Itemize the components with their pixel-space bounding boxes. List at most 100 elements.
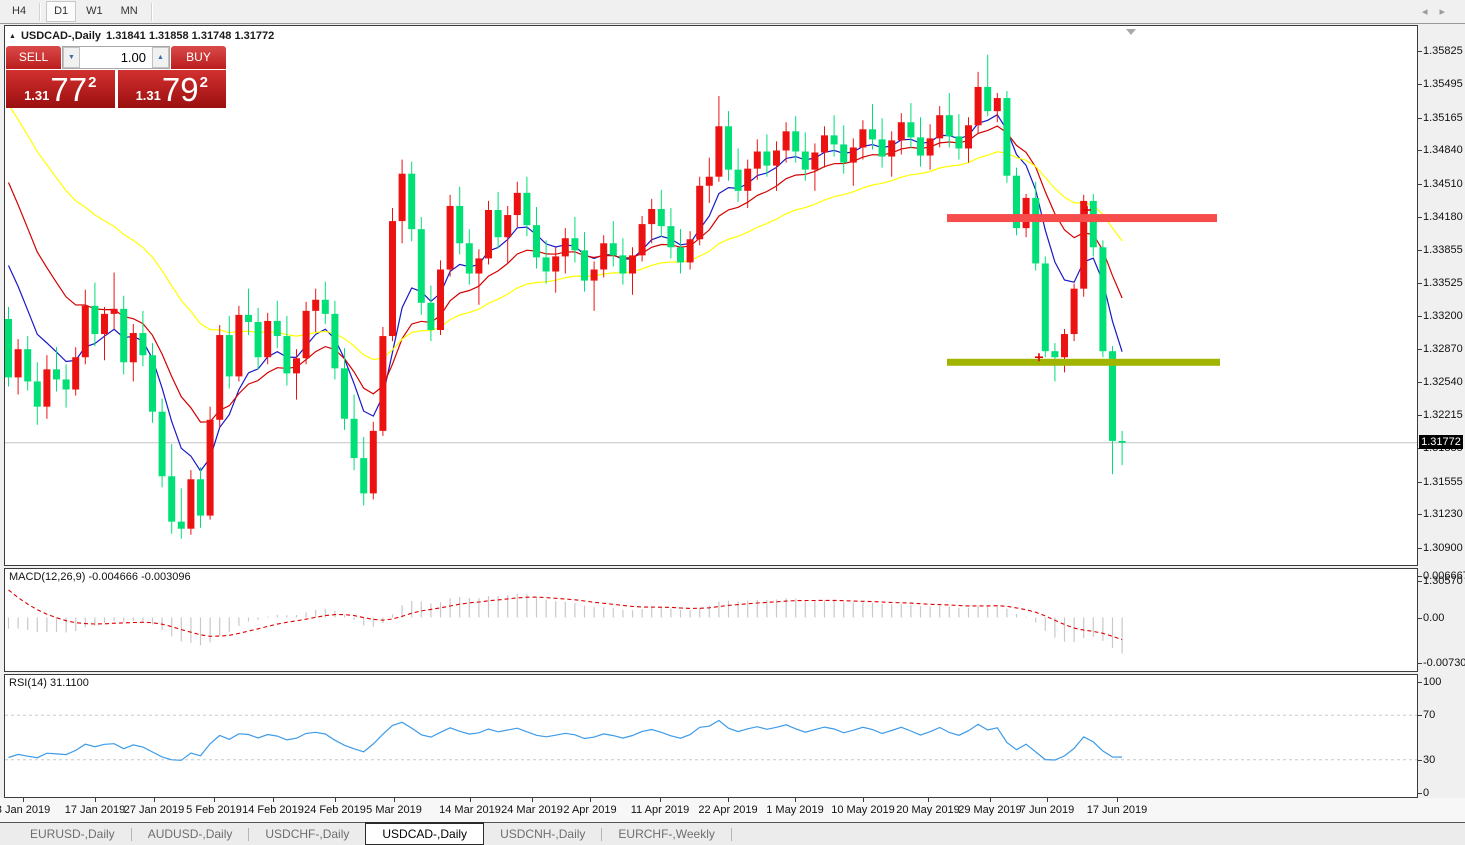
price-axis-label: 1.33525 [1423,276,1463,289]
date-axis-label: 24 Feb 2019 [304,804,366,816]
sell-button[interactable]: SELL [6,46,61,69]
price-axis-label: 1.32540 [1423,376,1463,389]
price-axis-tick [1418,547,1422,549]
price-axis-label: 1.31555 [1423,475,1463,488]
price-axis: 1.35825 1.35495 1.35165 1.34840 1.34510 1.341… [1418,25,1465,587]
date-axis[interactable]: 8 Jan 2019 17 Jan 2019 27 Jan 2019 5 Feb 20… [0,798,1465,822]
volume-input[interactable] [80,47,152,68]
price-axis-tick [1418,315,1422,317]
price-axis-tick [1418,580,1422,582]
resistance-line [947,214,1217,223]
macd-chart [7,589,1123,654]
price-axis-label: 1.35495 [1423,78,1463,91]
price-axis-tick [1418,282,1422,284]
date-axis-tick [394,798,395,802]
date-axis-tick [273,798,274,802]
price-axis-tick [1418,514,1422,516]
date-axis-label: 14 Feb 2019 [242,804,304,816]
macd-indicator-panel[interactable]: MACD(12,26,9) -0.004666 -0.003096 [4,568,1418,672]
timeframe-button-h4[interactable]: H4 [12,5,27,17]
timeframe-toolbar: H4 D1 W1 MN [0,0,1465,24]
date-axis-label: 5 Feb 2019 [186,804,242,816]
date-axis-tick [590,798,591,802]
chart-tab-usdcnh[interactable]: USDCNH-,Daily [500,827,586,841]
date-axis-tick [795,798,796,802]
rsi-line [8,719,1123,761]
tab-scroll-arrows[interactable]: ◂▸ [1422,5,1457,18]
chart-tab-usdchf[interactable]: USDCHF-,Daily [265,827,350,841]
date-axis-label: 5 Mar 2019 [366,804,422,816]
tab-separator [130,827,132,841]
date-axis-label: 10 May 2019 [831,804,895,816]
timeframe-button-w1[interactable]: W1 [86,5,103,17]
price-axis-label: 1.34840 [1423,144,1463,157]
chart-ohlc-values: 1.31841 1.31858 1.31748 1.31772 [106,30,275,42]
toolbar-separator [39,2,42,21]
tab-separator [601,827,603,841]
one-click-trading-panel: SELL ▼ ▲ BUY 1.31 77 2 1.31 79 2 [6,46,226,108]
price-axis-tick [1418,150,1422,152]
sell-quote-button[interactable]: 1.31 77 2 [6,70,115,108]
date-axis-label: 1 May 2019 [766,804,824,816]
date-axis-label: 29 May 2019 [958,804,1022,816]
sell-pips: 77 [50,71,88,108]
chart-title: ▲ USDCAD-,Daily 1.31841 1.31858 1.31748 … [9,30,274,42]
volume-decrease-button[interactable]: ▼ [63,47,80,68]
tab-scroll-right-icon[interactable]: ▸ [1439,6,1457,18]
chart-tab-eurusd[interactable]: EURUSD-,Daily [30,827,115,841]
rsi-axis-tick [1418,682,1422,683]
chart-tab-eurchf[interactable]: EURCHF-,Weekly [618,827,715,841]
date-axis-label: 11 Apr 2019 [630,804,690,816]
chart-tab-audusd[interactable]: AUDUSD-,Daily [147,827,233,841]
rsi-axis-label: 0 [1423,787,1430,799]
date-axis-label: 20 May 2019 [896,804,960,816]
date-axis-label: 14 Mar 2019 [439,804,501,816]
timeframe-button-d1[interactable]: D1 [46,1,77,22]
date-axis-tick [335,798,336,802]
date-axis-tick [928,798,929,802]
price-axis-label: 1.34180 [1423,210,1463,223]
macd-label: MACD(12,26,9) -0.004666 -0.003096 [9,571,191,583]
price-axis-tick [1418,415,1422,417]
macd-axis: 0.006667 0.00 -0.007308 [1418,568,1465,672]
tab-scroll-left-icon[interactable]: ◂ [1421,6,1440,18]
macd-axis-label: 0.006667 [1423,569,1465,582]
price-chart-panel[interactable] [4,25,1418,566]
buy-button[interactable]: BUY [171,46,226,69]
tab-separator [730,827,732,841]
rsi-indicator-panel[interactable]: RSI(14) 31.1100 [4,674,1418,798]
ma-fast [7,113,1123,472]
buy-quote-button[interactable]: 1.31 79 2 [117,70,226,108]
price-axis-label: 1.30900 [1423,541,1463,554]
date-axis-label: 17 Jun 2019 [1086,804,1148,816]
rsi-axis: 100 70 30 0 [1418,674,1465,799]
price-axis-tick [1418,84,1422,86]
date-axis-tick [1117,798,1118,802]
ma-slow [7,104,1123,361]
price-axis-tick [1418,216,1422,218]
price-axis-tick [1418,51,1422,52]
date-axis-tick [470,798,471,802]
rsi-axis-label: 30 [1423,753,1436,766]
volume-increase-button[interactable]: ▲ [152,47,169,68]
macd-axis-label: -0.007308 [1423,656,1465,669]
volume-spinner: ▼ ▲ [62,46,170,69]
candlestick-chart[interactable] [5,26,1417,565]
price-axis-label: 1.32215 [1423,409,1463,422]
date-axis-tick [154,798,155,802]
price-axis-label: 1.35165 [1423,111,1463,124]
date-axis-tick [23,798,24,802]
price-axis-label: 1.35825 [1423,45,1463,57]
chevron-up-icon: ▲ [157,54,164,61]
date-axis-tick [728,798,729,802]
buy-pips: 79 [161,71,199,108]
chart-tab-usdcad[interactable]: USDCAD-,Daily [365,822,485,845]
timeframe-button-mn[interactable]: MN [120,5,138,17]
price-axis-tick [1418,382,1422,384]
date-axis-label: 8 Jan 2019 [0,804,51,816]
date-axis-tick [214,798,215,802]
ma-medium [7,125,1123,423]
collapse-panel-icon[interactable]: ▲ [9,32,16,40]
rsi-label: RSI(14) 31.1100 [9,677,89,689]
chart-tab-bar: EURUSD-,Daily AUDUSD-,Daily USDCHF-,Daily U… [0,822,1465,845]
